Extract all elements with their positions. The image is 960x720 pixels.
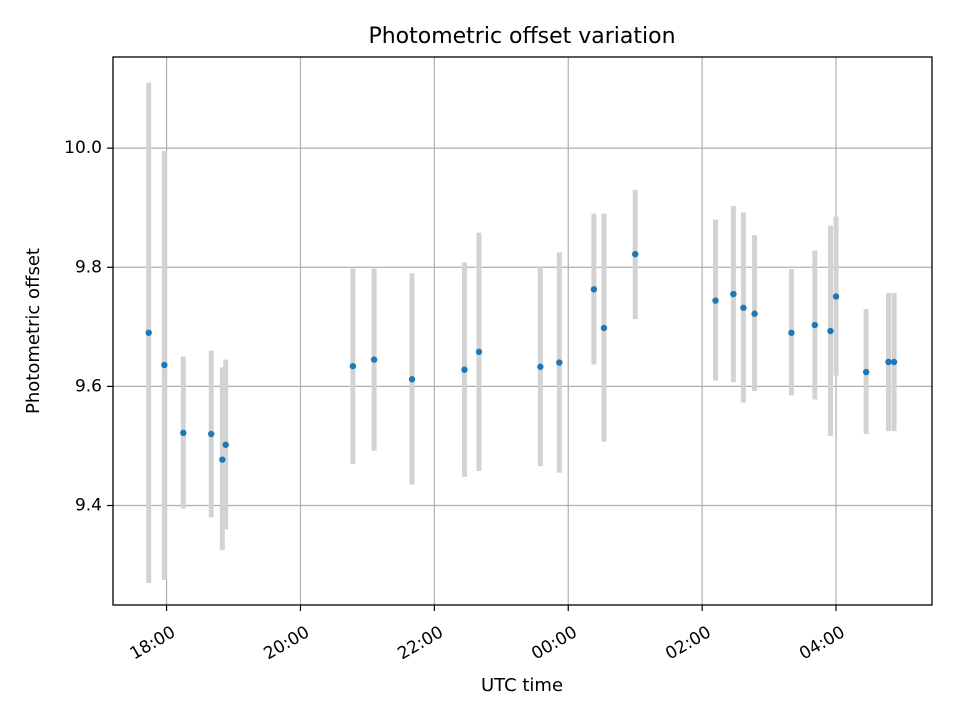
y-tick-label: 9.4 xyxy=(75,496,102,516)
data-point xyxy=(600,324,608,332)
y-tick-label: 9.8 xyxy=(75,257,102,277)
data-point xyxy=(180,429,187,437)
data-point xyxy=(890,358,898,366)
x-axis-label: UTC time xyxy=(481,675,563,696)
data-points xyxy=(145,250,898,463)
y-axis-label: Photometric offset xyxy=(23,248,44,414)
data-point xyxy=(862,368,870,376)
data-point xyxy=(461,366,468,373)
data-point xyxy=(207,430,215,438)
data-point xyxy=(219,456,226,463)
data-point xyxy=(712,297,719,304)
data-point xyxy=(811,321,819,329)
data-point xyxy=(537,363,544,370)
chart-title: Photometric offset variation xyxy=(368,24,675,49)
data-point xyxy=(408,376,416,383)
data-point xyxy=(556,359,563,366)
data-point xyxy=(788,329,795,336)
data-point xyxy=(730,290,737,298)
data-point xyxy=(832,293,840,300)
data-point xyxy=(222,441,229,448)
data-point xyxy=(631,250,639,258)
data-point xyxy=(740,304,747,311)
y-tick-label: 9.6 xyxy=(75,376,102,396)
data-point xyxy=(145,329,152,336)
plot-frame xyxy=(112,56,933,606)
data-point xyxy=(349,362,357,370)
data-point xyxy=(885,358,892,366)
data-point xyxy=(751,310,758,317)
data-point xyxy=(590,286,598,293)
data-point xyxy=(370,356,378,363)
data-point xyxy=(475,348,483,356)
y-tick-label: 10.0 xyxy=(64,138,102,158)
data-point xyxy=(161,361,168,369)
data-point xyxy=(827,327,834,335)
